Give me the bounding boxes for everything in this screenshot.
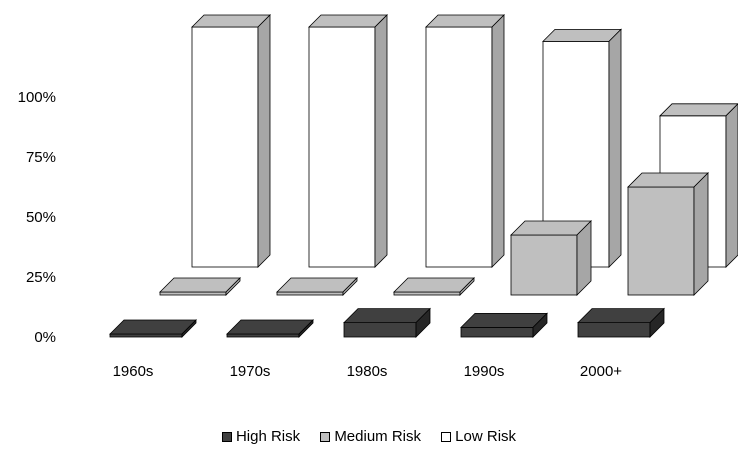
bar-top-face xyxy=(659,103,738,117)
bar-top-face xyxy=(425,14,505,28)
bar-front-face xyxy=(159,291,227,296)
y-tick-label: 100% xyxy=(18,89,56,106)
bar-high-risk-1970s xyxy=(226,319,314,338)
bar-low-risk-1960s xyxy=(191,14,271,268)
bar-side-face xyxy=(298,319,314,338)
bar-front-face xyxy=(425,26,493,268)
bar-side-face xyxy=(257,14,271,268)
bar-top-face xyxy=(577,308,665,324)
x-tick-label: 1980s xyxy=(347,363,388,380)
bar-front-face xyxy=(276,291,344,296)
bar-front-face xyxy=(510,234,578,296)
x-tick-label: 1970s xyxy=(230,363,271,380)
bar-low-risk-1980s xyxy=(425,14,505,268)
bar-side-face xyxy=(532,312,548,338)
bar-side-face xyxy=(649,307,665,338)
bar-medium-risk-2000+ xyxy=(627,172,709,296)
bar-top-face xyxy=(109,319,197,335)
y-tick-label: 50% xyxy=(26,209,56,226)
legend: High Risk Medium Risk Low Risk xyxy=(0,428,738,446)
bar-side-face xyxy=(608,28,622,268)
legend-item-low-risk: Low Risk xyxy=(441,428,516,445)
bars-layer xyxy=(109,14,738,338)
bar-front-face xyxy=(577,322,651,338)
bar-high-risk-1980s xyxy=(343,307,431,338)
bar-side-face xyxy=(342,277,358,296)
bar-high-risk-1990s xyxy=(460,312,548,338)
bar-front-face xyxy=(460,326,534,338)
legend-swatch-medium-risk xyxy=(320,431,331,442)
legend-label-low-risk: Low Risk xyxy=(455,428,517,445)
bar-top-face xyxy=(343,308,431,324)
y-tick-label: 75% xyxy=(26,149,56,166)
y-tick-label: 25% xyxy=(26,269,56,286)
bar-side-face xyxy=(693,172,709,296)
y-axis: 0% 25% 50% 75% 100% xyxy=(18,89,56,346)
legend-label-high-risk: High Risk xyxy=(235,428,301,445)
legend-label-medium-risk: Medium Risk xyxy=(334,428,421,445)
x-tick-label: 1960s xyxy=(113,363,154,380)
bar-side-face xyxy=(491,14,505,268)
bar-front-face xyxy=(343,322,417,338)
bar-low-risk-1970s xyxy=(308,14,388,268)
legend-swatch-low-risk xyxy=(441,431,452,442)
bar-top-face xyxy=(308,14,388,28)
bar-side-face xyxy=(725,103,738,268)
bar-front-face xyxy=(109,333,183,338)
bar-high-risk-1960s xyxy=(109,319,197,338)
chart-canvas: 0% 25% 50% 75% 100% 1960s 1970s 1980s 1990s 2000… xyxy=(18,14,738,380)
bar-side-face xyxy=(415,307,431,338)
legend-item-medium-risk: Medium Risk xyxy=(320,428,421,445)
bar-side-face xyxy=(576,220,592,296)
bar-medium-risk-1970s xyxy=(276,277,358,296)
bar-high-risk-2000+ xyxy=(577,307,665,338)
bar-side-face xyxy=(181,319,197,338)
x-axis: 1960s 1970s 1980s 1990s 2000+ xyxy=(113,363,623,380)
bar-side-face xyxy=(374,14,388,268)
bar-medium-risk-1980s xyxy=(393,277,475,296)
y-tick-label: 0% xyxy=(34,329,56,346)
bar-front-face xyxy=(191,26,259,268)
bar-medium-risk-1990s xyxy=(510,220,592,296)
bar-side-face xyxy=(459,277,475,296)
bar-front-face xyxy=(226,333,300,338)
x-tick-label: 2000+ xyxy=(580,363,622,380)
bar-medium-risk-1960s xyxy=(159,277,241,296)
bar-front-face xyxy=(308,26,376,268)
x-tick-label: 1990s xyxy=(464,363,505,380)
legend-item-high-risk: High Risk xyxy=(221,428,301,445)
bar-front-face xyxy=(627,186,695,296)
bar-front-face xyxy=(393,291,461,296)
bar-top-face xyxy=(226,319,314,335)
bar-top-face xyxy=(542,28,622,42)
bar-side-face xyxy=(225,277,241,296)
bar-top-face xyxy=(191,14,271,28)
legend-swatch-high-risk xyxy=(221,431,232,442)
bar-top-face xyxy=(460,312,548,328)
